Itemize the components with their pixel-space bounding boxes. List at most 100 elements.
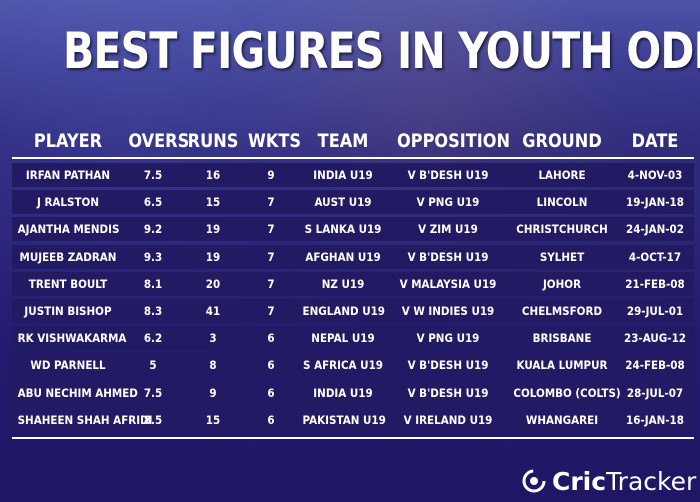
- cell-wkts: 9: [267, 168, 275, 182]
- cell-date: 19-JAN-18: [626, 195, 684, 210]
- cell-ground: KUALA LUMPUR: [516, 358, 608, 373]
- cell-player: RK VISHWAKARMA: [17, 331, 127, 346]
- cell-player: AJANTHA MENDIS: [17, 222, 120, 237]
- cell-wkts: 7: [267, 276, 275, 291]
- crictracker-logo-text: CricTracker: [552, 466, 697, 496]
- cell-team: S LANKA U19: [304, 222, 382, 237]
- cell-date: 4-NOV-03: [627, 168, 683, 182]
- header-divider: [12, 157, 694, 159]
- table-row: JUSTIN BISHOP 8.3 41 7 ENGLAND U19 V W I…: [12, 298, 694, 323]
- cell-overs: 9.3: [143, 249, 163, 264]
- cell-team: PAKISTAN U19: [302, 412, 386, 427]
- cell-wkts: 7: [267, 249, 275, 264]
- cell-player: IRFAN PATHAN: [25, 168, 111, 182]
- table-row: MUJEEB ZADRAN 9.3 19 7 AFGHAN U19 V B'DE…: [12, 244, 694, 269]
- table-row: WD PARNELL 5 8 6 S AFRICA U19 V B'DESH U…: [12, 353, 694, 378]
- table-row: AJANTHA MENDIS 9.2 19 7 S LANKA U19 V ZI…: [12, 217, 694, 242]
- table-row: J RALSTON 6.5 15 7 AUST U19 V PNG U19 LI…: [12, 190, 694, 215]
- cell-player: MUJEEB ZADRAN: [19, 249, 117, 264]
- cell-wkts: 7: [267, 222, 275, 237]
- column-header-player: PLAYER: [33, 130, 103, 152]
- column-header-runs: RUNS: [187, 130, 239, 152]
- column-header-date: DATE: [631, 130, 679, 152]
- column-header-opposition: OPPOSITION: [397, 130, 511, 152]
- cell-date: 29-JUL-01: [626, 303, 684, 318]
- cell-runs: 19: [205, 249, 221, 264]
- table-row: RK VISHWAKARMA 6.2 3 6 NEPAL U19 V PNG U…: [12, 326, 694, 351]
- cell-ground: COLOMBO (COLTS): [513, 385, 621, 400]
- crictracker-logo-icon: [522, 469, 546, 493]
- cell-opposition: V IRELAND U19: [403, 412, 493, 427]
- column-header-team: TEAM: [317, 130, 369, 152]
- cell-wkts: 6: [267, 331, 275, 346]
- cell-ground: SYLHET: [539, 249, 585, 264]
- cell-wkts: 6: [267, 358, 275, 373]
- cell-date: 24-JAN-02: [626, 222, 684, 237]
- cell-runs: 15: [205, 195, 221, 210]
- cell-opposition: V ZIM U19: [418, 222, 478, 237]
- cell-player: J RALSTON: [36, 195, 100, 210]
- cell-ground: WHANGAREI: [525, 412, 599, 427]
- footer-divider: [12, 437, 694, 439]
- cell-player: JUSTIN BISHOP: [24, 303, 112, 318]
- cell-runs: 20: [205, 276, 221, 291]
- cell-date: 23-AUG-12: [623, 331, 686, 346]
- cell-ground: CHELMSFORD: [521, 303, 603, 318]
- cell-player: TRENT BOULT: [28, 276, 108, 291]
- cell-wkts: 6: [267, 385, 275, 400]
- cell-wkts: 6: [267, 412, 275, 427]
- cell-team: ENGLAND U19: [302, 303, 386, 318]
- cell-opposition: V PNG U19: [416, 331, 480, 346]
- cell-opposition: V B'DESH U19: [407, 385, 489, 400]
- cell-overs: 7.5: [143, 168, 163, 182]
- table-row: TRENT BOULT 8.1 20 7 NZ U19 V MALAYSIA U…: [12, 271, 694, 296]
- cell-team: INDIA U19: [313, 168, 373, 182]
- cell-ground: CHRISTCHURCH: [516, 222, 608, 237]
- cell-overs: 5: [149, 358, 157, 373]
- cell-wkts: 7: [267, 195, 275, 210]
- cell-opposition: V PNG U19: [416, 195, 480, 210]
- cell-overs: 9.2: [143, 222, 163, 237]
- cell-runs: 3: [209, 331, 217, 346]
- cell-opposition: V B'DESH U19: [407, 168, 489, 182]
- column-header-overs: OVERS: [128, 130, 190, 152]
- cell-runs: 19: [205, 222, 221, 237]
- cell-date: 24-FEB-08: [625, 358, 685, 373]
- cell-overs: 8.3: [143, 303, 163, 318]
- column-header-wkts: WKTS: [248, 130, 302, 152]
- table-row: ABU NECHIM AHMED 7.5 9 6 INDIA U19 V B'D…: [12, 380, 694, 405]
- cell-runs: 41: [205, 303, 221, 318]
- cell-team: S AFRICA U19: [303, 358, 383, 373]
- cell-runs: 15: [205, 412, 221, 427]
- cell-team: AFGHAN U19: [305, 249, 381, 264]
- cell-ground: JOHOR: [542, 276, 582, 291]
- cell-runs: 9: [209, 385, 217, 400]
- cell-runs: 8: [209, 358, 217, 373]
- cell-team: NEPAL U19: [311, 331, 375, 346]
- page-title: BEST FIGURES IN YOUTH ODIs: [63, 22, 700, 80]
- cell-ground: LAHORE: [538, 168, 586, 182]
- cell-opposition: V B'DESH U19: [407, 358, 489, 373]
- cell-team: NZ U19: [321, 276, 365, 291]
- cell-ground: LINCOLN: [536, 195, 588, 210]
- column-header-ground: GROUND: [522, 130, 602, 152]
- cell-wkts: 7: [267, 303, 275, 318]
- cell-date: 28-JUL-07: [626, 385, 684, 400]
- cell-overs: 6.2: [143, 331, 163, 346]
- table-header: PLAYER OVERS RUNS WKTS TEAM OPPOSITION G…: [12, 130, 694, 158]
- cell-ground: BRISBANE: [532, 331, 592, 346]
- cell-player: ABU NECHIM AHMED: [17, 385, 138, 400]
- cell-opposition: V MALAYSIA U19: [399, 276, 497, 291]
- stats-table: IRFAN PATHAN 7.5 16 9 INDIA U19 V B'DESH…: [12, 163, 694, 435]
- cell-overs: 7.5: [143, 385, 163, 400]
- cell-team: INDIA U19: [313, 385, 373, 400]
- cell-team: AUST U19: [314, 195, 372, 210]
- cell-date: 21-FEB-08: [625, 276, 685, 291]
- crictracker-logo: CricTracker: [522, 466, 696, 496]
- cell-opposition: V B'DESH U19: [407, 249, 489, 264]
- cell-date: 16-JAN-18: [626, 412, 684, 427]
- cell-runs: 16: [205, 168, 221, 182]
- table-row: SHAHEEN SHAH AFRIDI 8.5 15 6 PAKISTAN U1…: [12, 407, 694, 432]
- table-row: IRFAN PATHAN 7.5 16 9 INDIA U19 V B'DESH…: [12, 163, 694, 187]
